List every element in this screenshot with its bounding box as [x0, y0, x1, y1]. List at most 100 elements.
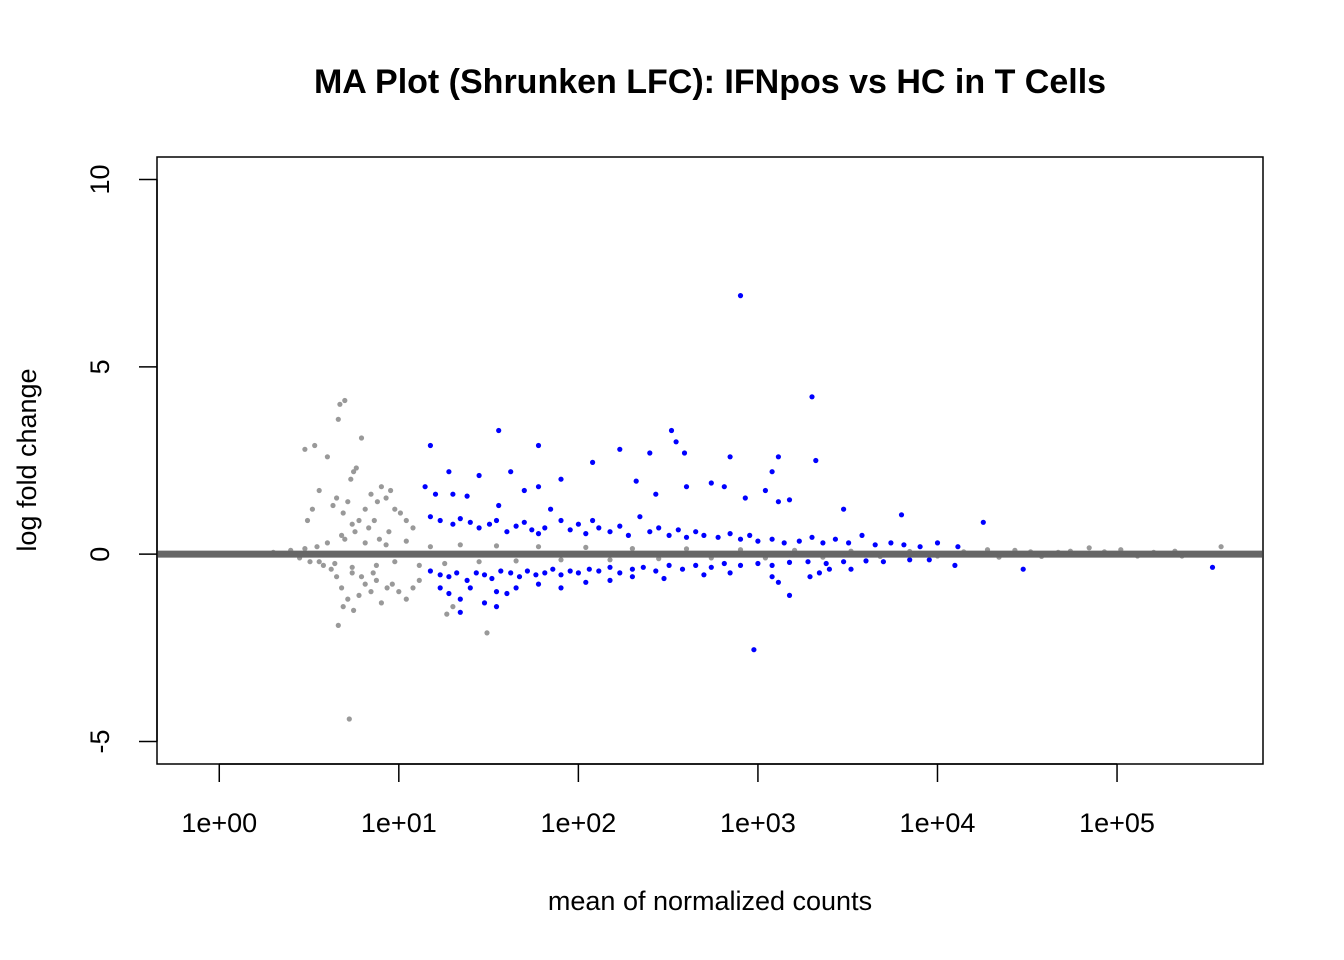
- data-point: [898, 512, 905, 518]
- data-point: [747, 532, 753, 539]
- data-point: [693, 529, 699, 535]
- data-point: [809, 534, 815, 540]
- data-point: [366, 525, 372, 531]
- data-point: [464, 577, 470, 584]
- data-point: [653, 568, 659, 574]
- points-layer: [270, 293, 1224, 722]
- data-point: [353, 465, 359, 471]
- data-point: [558, 572, 564, 578]
- data-point: [781, 540, 787, 546]
- data-point: [371, 517, 377, 524]
- data-point: [432, 491, 439, 497]
- data-point: [508, 469, 514, 475]
- data-point: [880, 559, 887, 565]
- data-point: [1086, 545, 1092, 551]
- data-point: [535, 544, 542, 550]
- data-point: [607, 577, 613, 584]
- data-point: [493, 517, 500, 524]
- data-point: [481, 600, 488, 606]
- data-point: [583, 544, 589, 551]
- data-point: [567, 527, 573, 533]
- data-point: [513, 523, 519, 529]
- data-point: [727, 454, 733, 460]
- data-point: [378, 484, 384, 490]
- data-point: [508, 570, 514, 576]
- data-point: [617, 570, 623, 576]
- data-point: [596, 525, 602, 531]
- data-point: [721, 484, 727, 490]
- data-point: [708, 564, 714, 570]
- data-point: [575, 570, 582, 576]
- data-point: [427, 514, 433, 520]
- data-point: [535, 442, 542, 449]
- data-point: [324, 540, 330, 546]
- data-point: [629, 574, 636, 580]
- data-point: [484, 630, 490, 636]
- data-point: [376, 536, 382, 542]
- data-point: [583, 531, 589, 537]
- data-point: [349, 570, 355, 576]
- data-point: [762, 487, 769, 494]
- data-point: [888, 540, 894, 546]
- data-point: [446, 590, 452, 597]
- data-point: [952, 562, 958, 569]
- data-point: [446, 574, 452, 580]
- data-point: [378, 600, 384, 606]
- data-point: [437, 572, 443, 578]
- data-point: [383, 495, 389, 501]
- data-point: [558, 557, 564, 563]
- data-point: [701, 532, 707, 539]
- data-point: [457, 596, 463, 602]
- data-point: [410, 525, 416, 531]
- x-tick-label: 1e+04: [900, 808, 976, 838]
- x-tick-label: 1e+00: [181, 808, 257, 838]
- data-point: [1218, 544, 1224, 550]
- data-point: [742, 495, 748, 501]
- data-point: [314, 544, 320, 550]
- data-point: [454, 570, 460, 576]
- data-point: [807, 574, 813, 580]
- data-point: [596, 568, 602, 574]
- data-point: [339, 585, 345, 591]
- data-point: [737, 293, 744, 299]
- data-point: [481, 572, 488, 578]
- data-point: [675, 527, 681, 533]
- data-point: [340, 604, 346, 610]
- x-tick-label: 1e+01: [361, 808, 437, 838]
- data-point: [302, 546, 308, 552]
- data-point: [769, 536, 775, 542]
- data-point: [796, 538, 802, 544]
- data-point: [934, 540, 941, 546]
- data-point: [351, 469, 357, 475]
- data-point: [823, 560, 829, 567]
- data-point: [786, 592, 793, 599]
- data-point: [356, 592, 362, 599]
- data-point: [416, 562, 422, 569]
- data-point: [521, 519, 527, 525]
- data-point: [727, 570, 733, 576]
- data-point: [737, 536, 744, 542]
- data-point: [775, 499, 782, 505]
- data-point: [334, 574, 340, 580]
- data-point: [917, 544, 923, 550]
- data-point: [457, 542, 463, 548]
- data-point: [841, 506, 847, 512]
- data-point: [450, 521, 456, 527]
- data-point: [316, 487, 322, 494]
- data-point: [617, 446, 623, 452]
- data-point: [330, 502, 336, 509]
- data-point: [637, 514, 643, 520]
- data-point: [529, 527, 535, 533]
- data-point: [362, 506, 368, 512]
- data-point: [473, 570, 479, 576]
- data-point: [548, 506, 554, 512]
- data-point: [926, 557, 932, 563]
- x-tick-label: 1e+03: [720, 808, 796, 838]
- data-point: [498, 568, 504, 574]
- y-axis: -5 0 5 10: [85, 164, 158, 754]
- data-point: [666, 562, 672, 569]
- data-point: [340, 510, 346, 516]
- data-point: [980, 519, 986, 525]
- data-point: [542, 570, 548, 576]
- data-point: [392, 506, 398, 512]
